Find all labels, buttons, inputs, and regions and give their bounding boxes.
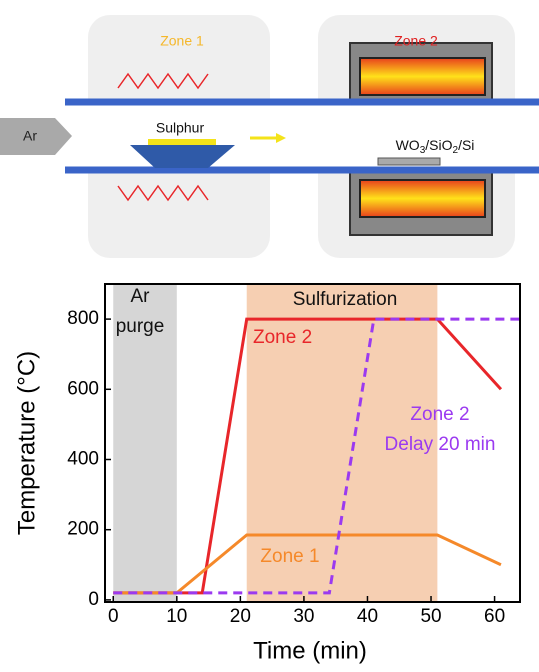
y-tick-label: 400	[67, 449, 99, 470]
heater	[360, 58, 485, 95]
y-tick-label: 0	[88, 589, 99, 610]
y-tick-label: 200	[67, 519, 99, 540]
zone-label: Zone 1	[160, 33, 204, 49]
region-label: Ar	[131, 286, 151, 307]
gas-label: Ar	[23, 128, 37, 144]
y-axis-title: Temperature (°C)	[13, 351, 40, 535]
text: WO	[396, 137, 420, 153]
figure: Zone 1 Zone 2 Ar Sulphur WO3/SiO2/Si Ar p…	[0, 0, 539, 672]
x-tick-label: 10	[166, 606, 187, 627]
chart: Ar purge Sulfurization Zone 2 Zone 1 Zone 2 De…	[67, 284, 520, 627]
x-tick-label: 0	[108, 606, 119, 627]
series-label: Zone 2	[410, 404, 469, 425]
text: /SiO	[425, 137, 452, 153]
zone-label: Zone 2	[394, 33, 438, 49]
x-tick-label: 20	[230, 606, 251, 627]
text: /Si	[458, 137, 474, 153]
substrate	[378, 158, 440, 165]
y-tick-label: 800	[67, 308, 99, 329]
source-label: Sulphur	[156, 120, 205, 136]
series-note: Delay 20 min	[385, 434, 496, 455]
x-tick-label: 40	[357, 606, 378, 627]
schematic: Zone 1 Zone 2 Ar Sulphur WO3/SiO2/Si	[0, 15, 539, 258]
x-axis-title: Time (min)	[253, 637, 367, 664]
x-tick-label: 50	[420, 606, 441, 627]
x-tick-label: 30	[293, 606, 314, 627]
sulphur-powder	[148, 139, 216, 145]
series-label: Zone 2	[253, 327, 312, 348]
x-tick-label: 60	[484, 606, 505, 627]
region-label: purge	[116, 316, 165, 337]
region-label: Sulfurization	[293, 289, 398, 310]
series-label: Zone 1	[260, 546, 319, 567]
page: Zone 1 Zone 2 Ar Sulphur WO3/SiO2/Si Ar p…	[0, 0, 539, 672]
y-tick-label: 600	[67, 378, 99, 399]
heater	[360, 180, 485, 217]
